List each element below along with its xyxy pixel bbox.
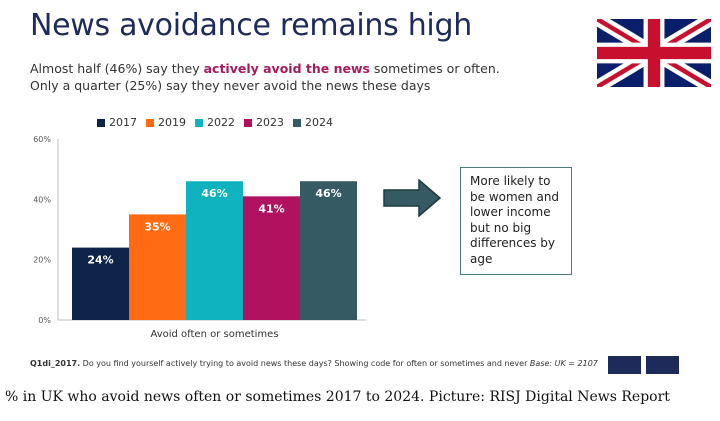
legend-item-2022: 2022	[195, 116, 235, 129]
footnote-question: Do you find yourself actively trying to …	[80, 359, 530, 368]
slide-subtitle: Almost half (46%) say they actively avoi…	[30, 60, 500, 94]
footnote-code: Q1di_2017.	[30, 359, 81, 368]
legend-swatch	[97, 118, 105, 127]
note-box: More likely to be women and lower income…	[460, 167, 572, 275]
y-tick-label: 0%	[38, 316, 51, 325]
subtitle-highlight: actively avoid the news	[203, 61, 370, 76]
legend-item-2019: 2019	[146, 116, 186, 129]
image-caption: % in UK who avoid news often or sometime…	[5, 389, 670, 405]
arrow-right-icon	[383, 179, 441, 217]
x-category-label: Avoid often or sometimes	[150, 329, 278, 340]
bar-2019	[129, 214, 186, 320]
subtitle-text-after: sometimes or often. Only a quarter (25%)…	[30, 61, 500, 93]
bar-2022	[186, 181, 243, 320]
subtitle-text-before: Almost half (46%) say they	[30, 61, 204, 76]
y-tick-label: 40%	[33, 195, 51, 204]
data-label-2017: 24%	[87, 254, 113, 267]
data-label-2022: 46%	[201, 187, 227, 200]
legend-label: 2024	[305, 116, 333, 129]
legend-item-2023: 2023	[244, 116, 284, 129]
legend-item-2024: 2024	[293, 116, 333, 129]
university-logo	[646, 356, 679, 374]
legend-swatch	[293, 118, 301, 127]
legend-item-2017: 2017	[97, 116, 137, 129]
bar-2017	[72, 247, 129, 320]
slide: News avoidance remains high Almost half …	[30, 8, 711, 374]
slide-title: News avoidance remains high	[30, 8, 472, 43]
bar-chart: 0% 20% 40% 60% 24% 35% 46% 41% 46% Avoid often or…	[33, 135, 366, 340]
footnote-base: Base: UK = 2107	[529, 359, 598, 368]
data-label-2024: 46%	[315, 187, 341, 200]
legend-swatch	[244, 118, 252, 127]
union-jack-flag-icon	[597, 19, 711, 87]
y-tick-label: 60%	[33, 135, 51, 144]
y-tick-label: 20%	[33, 256, 51, 265]
legend-label: 2022	[207, 116, 235, 129]
legend-label: 2019	[158, 116, 186, 129]
bar-2023	[243, 196, 300, 320]
data-label-2023: 41%	[258, 202, 284, 215]
chart-legend: 2017 2019 2022 2023 2024	[97, 116, 333, 129]
data-label-2019: 35%	[144, 220, 170, 233]
legend-swatch	[146, 118, 154, 127]
bar-2024	[300, 181, 357, 320]
legend-swatch	[195, 118, 203, 127]
institute-logo	[608, 356, 641, 374]
legend-label: 2023	[256, 116, 284, 129]
footnote: Q1di_2017. Do you find yourself actively…	[30, 359, 598, 368]
legend-label: 2017	[109, 116, 137, 129]
